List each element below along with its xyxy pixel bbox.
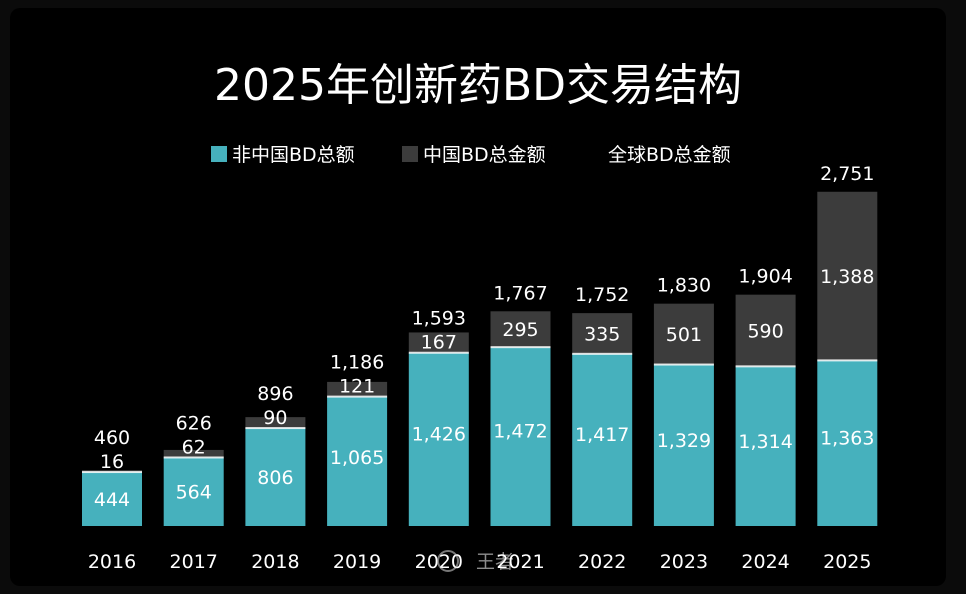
x-tick-2018: 2018	[251, 551, 299, 573]
label-total-2018: 896	[257, 383, 293, 405]
label-china-2022: 335	[584, 323, 620, 345]
x-tick-2024: 2024	[741, 551, 789, 573]
bar-non-china-2020	[408, 352, 469, 526]
bar-non-china-2016	[82, 472, 142, 526]
x-tick-2016: 2016	[88, 551, 136, 573]
label-china-2021: 295	[502, 319, 538, 341]
legend: 非中国BD总额 中国BD总金额 全球BD总金额	[211, 144, 731, 166]
bar-separator-2019	[327, 395, 388, 398]
label-total-2021: 1,767	[493, 282, 547, 304]
x-tick-2022: 2022	[578, 551, 626, 573]
bar-non-china-2018	[245, 428, 306, 526]
x-tick-2019: 2019	[333, 551, 381, 573]
label-non-china-2025: 1,363	[820, 428, 874, 450]
bar-non-china-2025	[817, 360, 878, 526]
bar-separator-2024	[735, 365, 796, 368]
label-total-2023: 1,830	[657, 275, 711, 297]
bar-china-2019	[327, 381, 388, 397]
label-non-china-2021: 1,472	[493, 420, 547, 442]
label-total-2022: 1,752	[575, 284, 629, 306]
x-tick-2023: 2023	[660, 551, 708, 573]
chart-title: 2025年创新药BD交易结构	[214, 60, 742, 111]
bar-separator-2018	[245, 427, 306, 430]
legend-swatch-china	[402, 146, 418, 162]
bar-china-2022	[572, 313, 633, 354]
x-tick-2021: 2021	[496, 551, 544, 573]
bar-separator-2021	[490, 346, 551, 349]
x-tick-2025: 2025	[823, 551, 871, 573]
bar-non-china-2022	[572, 353, 633, 526]
label-china-2023: 501	[666, 324, 702, 346]
bar-china-2025	[817, 191, 878, 361]
legend-label-china: 中国BD总金额	[423, 144, 546, 166]
label-non-china-2017: 564	[176, 482, 212, 504]
watermark-logo-icon	[437, 550, 459, 572]
bar-china-2024	[735, 294, 796, 367]
bar-separator-2025	[817, 359, 878, 362]
label-china-2019: 121	[339, 376, 375, 398]
label-china-2020: 167	[421, 332, 457, 354]
bar-china-2021	[490, 311, 551, 348]
bar-separator-2017	[163, 456, 224, 459]
bar-separator-2022	[572, 352, 633, 355]
label-total-2017: 626	[176, 412, 212, 434]
label-china-2016: 16	[100, 451, 124, 473]
label-total-2020: 1,593	[412, 308, 466, 330]
label-non-china-2023: 1,329	[657, 430, 711, 452]
bar-non-china-2023	[653, 364, 714, 526]
x-tick-2017: 2017	[170, 551, 218, 573]
bar-non-china-2021	[490, 347, 551, 526]
label-china-2024: 590	[747, 321, 783, 343]
label-non-china-2019: 1,065	[330, 447, 384, 469]
bar-separator-2016	[82, 471, 142, 474]
label-china-2018: 90	[263, 407, 287, 429]
watermark: 王者	[437, 550, 514, 573]
label-total-2016: 460	[94, 427, 130, 449]
bar-non-china-2017	[163, 457, 224, 526]
bar-separator-2020	[408, 351, 469, 354]
label-non-china-2016: 444	[94, 489, 130, 511]
label-non-china-2020: 1,426	[412, 423, 466, 445]
bar-china-2017	[163, 449, 224, 458]
label-non-china-2018: 806	[257, 467, 293, 489]
label-total-2025: 2,751	[820, 163, 874, 185]
bar-separator-2023	[653, 363, 714, 366]
x-axis-ticks: 2016 2017 2018 2019 2020 2021 2022 2023 2024 2025	[88, 551, 872, 573]
bar-china-2023	[653, 303, 714, 365]
bar-china-2020	[408, 332, 469, 353]
bar-china-2018	[245, 417, 306, 429]
label-china-2017: 62	[182, 436, 206, 458]
label-china-2025: 1,388	[820, 266, 874, 288]
bar-non-china-2019	[327, 396, 388, 526]
legend-label-non-china: 非中国BD总额	[232, 144, 355, 166]
label-non-china-2022: 1,417	[575, 424, 629, 446]
bar-non-china-2024	[735, 366, 796, 526]
label-total-2019: 1,186	[330, 352, 384, 374]
watermark-text: 王者	[476, 551, 514, 573]
chart-frame: 2025年创新药BD交易结构 非中国BD总额 中国BD总金额 全球BD总金额 4…	[10, 8, 946, 586]
label-non-china-2024: 1,314	[738, 431, 792, 453]
legend-label-global-total: 全球BD总金额	[608, 144, 731, 166]
stacked-bar-chart: 2025年创新药BD交易结构 非中国BD总额 中国BD总金额 全球BD总金额 4…	[82, 60, 878, 573]
legend-swatch-non-china	[211, 146, 227, 162]
bars	[82, 191, 878, 526]
label-total-2024: 1,904	[738, 266, 792, 288]
